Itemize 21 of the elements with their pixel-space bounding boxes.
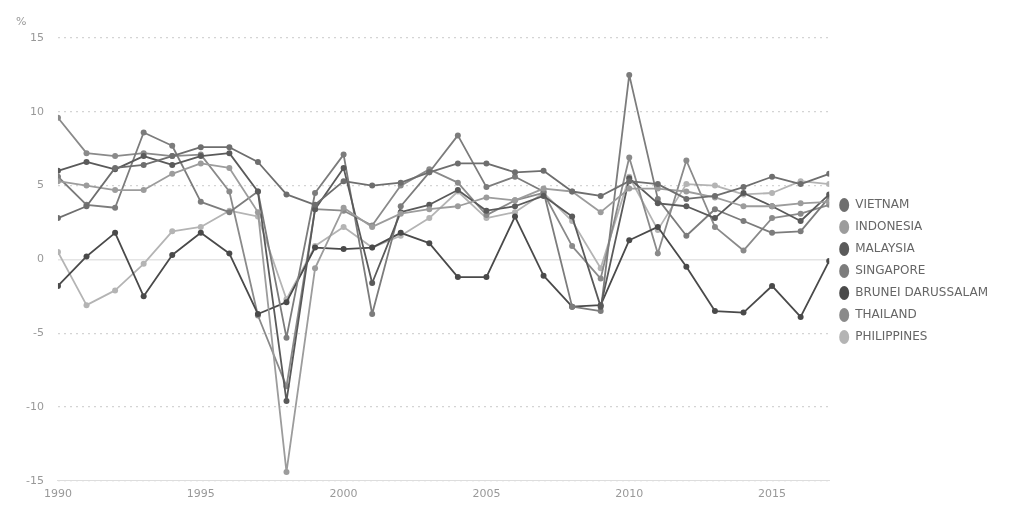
- y-tick-label: 5: [36, 178, 44, 192]
- y-tick-label: 15: [29, 30, 44, 44]
- y-tick-label: 0: [36, 252, 44, 266]
- x-tick-label: 2005: [472, 487, 501, 501]
- x-tick-label: 1995: [186, 487, 215, 501]
- x-tick-label: 2015: [758, 487, 787, 501]
- legend-label: THAILAND: [854, 307, 917, 322]
- legend-label: INDONESIA: [855, 219, 924, 234]
- y-tick-label: -15: [26, 473, 44, 487]
- legend-label: MALAYSIA: [855, 241, 916, 256]
- x-tick-label: 2000: [329, 487, 358, 501]
- legend-label: SINGAPORE: [855, 263, 926, 278]
- y-axis-title: %: [16, 15, 27, 29]
- legend-label: BRUNEI DARUSSALAM: [855, 285, 989, 300]
- x-tick-label: 1990: [43, 487, 72, 501]
- y-tick-label: 10: [29, 104, 44, 118]
- legend-label: VIETNAM: [855, 197, 910, 212]
- y-tick-label: -10: [26, 399, 44, 413]
- y-tick-label: -5: [33, 326, 44, 340]
- x-tick-label: 2010: [615, 487, 644, 501]
- legend-label: PHILIPPINES: [855, 329, 928, 344]
